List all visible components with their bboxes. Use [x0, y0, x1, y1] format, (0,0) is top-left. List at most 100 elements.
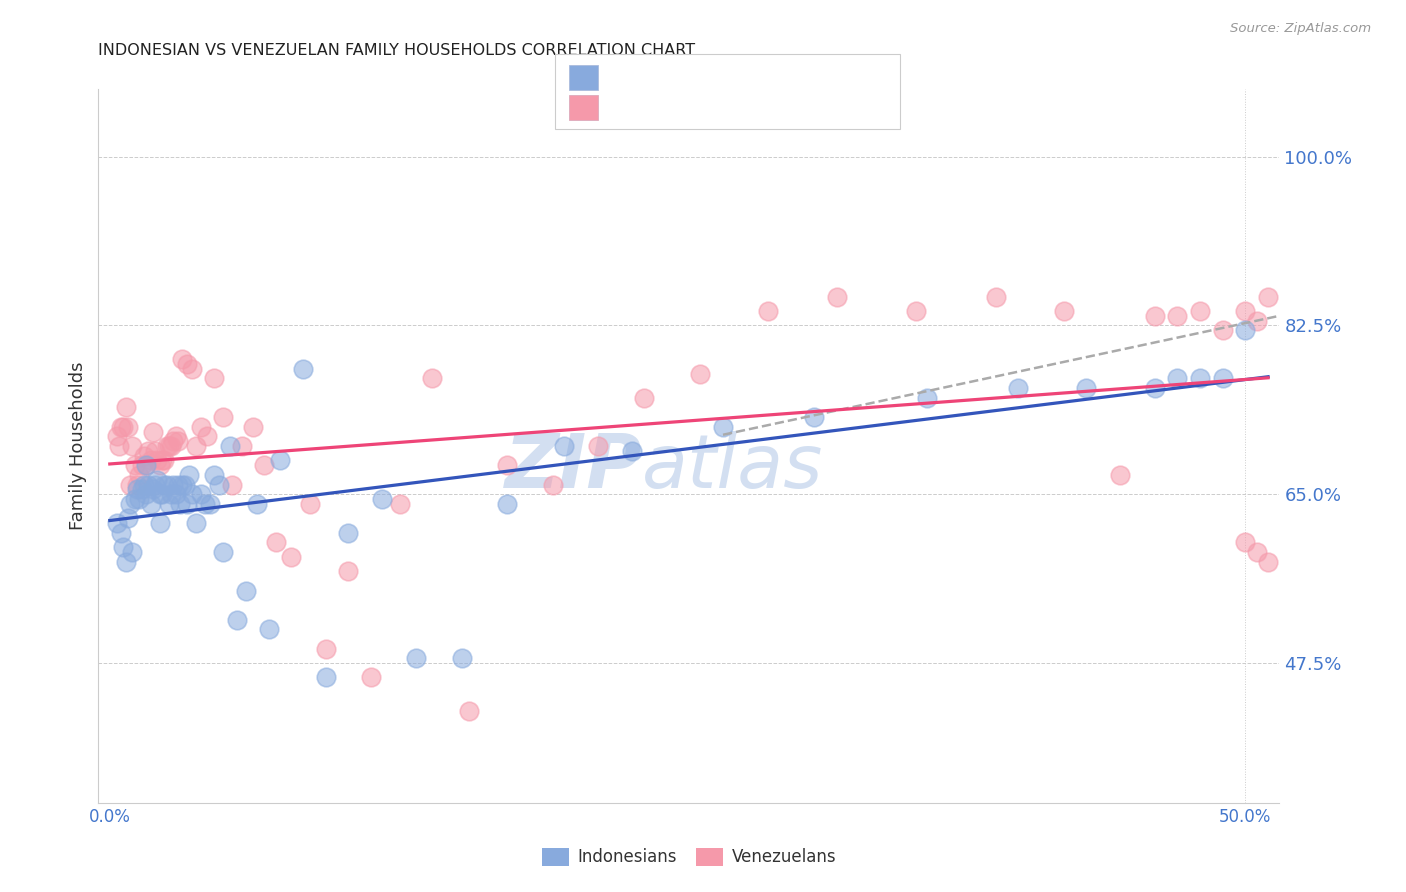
Point — [139, 497, 162, 511]
Point — [117, 419, 139, 434]
Point — [135, 458, 157, 473]
Point — [125, 483, 148, 497]
Point — [208, 477, 231, 491]
Point — [153, 453, 176, 467]
Point — [450, 651, 472, 665]
Text: R = 0.229   N = 70: R = 0.229 N = 70 — [606, 99, 763, 117]
Point — [179, 467, 201, 482]
Point — [143, 443, 166, 458]
Point — [1166, 371, 1188, 385]
Point — [212, 545, 235, 559]
Point — [108, 439, 131, 453]
Point — [172, 477, 194, 491]
Point — [711, 419, 734, 434]
Point — [110, 419, 132, 434]
Point — [184, 516, 207, 530]
Point — [132, 449, 155, 463]
Point — [758, 304, 780, 318]
Point — [157, 497, 180, 511]
Point — [264, 535, 287, 549]
Text: atlas: atlas — [641, 432, 823, 503]
Point — [105, 429, 128, 443]
Point — [112, 541, 135, 555]
Point — [124, 458, 146, 473]
Point — [165, 429, 187, 443]
Point — [633, 391, 655, 405]
Point — [803, 410, 825, 425]
Point — [197, 429, 219, 443]
Point — [149, 487, 172, 501]
Point — [235, 583, 257, 598]
Point — [124, 491, 146, 506]
Point — [1212, 371, 1234, 385]
Point — [155, 477, 177, 491]
Point — [117, 511, 139, 525]
Point — [172, 352, 194, 367]
Point — [226, 613, 249, 627]
Point — [190, 487, 212, 501]
Point — [138, 443, 160, 458]
Point — [135, 458, 157, 473]
Point — [1212, 323, 1234, 337]
Point — [112, 419, 135, 434]
Point — [139, 453, 162, 467]
Point — [128, 467, 150, 482]
Point — [114, 401, 136, 415]
Point — [142, 483, 165, 497]
Point — [984, 289, 1007, 303]
Point — [315, 641, 337, 656]
Point — [198, 497, 221, 511]
Point — [371, 491, 394, 506]
Point — [1246, 313, 1268, 327]
Point — [496, 458, 519, 473]
Point — [142, 425, 165, 439]
Legend: Indonesians, Venezuelans: Indonesians, Venezuelans — [536, 841, 842, 873]
Point — [496, 497, 519, 511]
Point — [1188, 371, 1211, 385]
Point — [291, 362, 314, 376]
Point — [246, 497, 269, 511]
Point — [621, 443, 644, 458]
Point — [269, 453, 291, 467]
Point — [138, 477, 160, 491]
Text: INDONESIAN VS VENEZUELAN FAMILY HOUSEHOLDS CORRELATION CHART: INDONESIAN VS VENEZUELAN FAMILY HOUSEHOL… — [98, 43, 696, 58]
Point — [157, 439, 180, 453]
Point — [135, 487, 157, 501]
Point — [202, 371, 225, 385]
Point — [242, 419, 264, 434]
Point — [825, 289, 848, 303]
Point — [1007, 381, 1029, 395]
Point — [121, 439, 143, 453]
Point — [212, 410, 235, 425]
Point — [1143, 381, 1166, 395]
Point — [253, 458, 276, 473]
Point — [586, 439, 609, 453]
Point — [1053, 304, 1076, 318]
Point — [689, 367, 711, 381]
Point — [160, 439, 183, 453]
Point — [257, 622, 280, 636]
Point — [110, 525, 132, 540]
Point — [337, 525, 360, 540]
Y-axis label: Family Households: Family Households — [69, 362, 87, 530]
Point — [180, 487, 202, 501]
Point — [280, 549, 302, 564]
Point — [917, 391, 939, 405]
Point — [541, 477, 564, 491]
Point — [162, 434, 184, 449]
Point — [221, 477, 243, 491]
Point — [143, 477, 166, 491]
Point — [202, 467, 225, 482]
Point — [360, 670, 382, 684]
Point — [457, 704, 479, 718]
Point — [1188, 304, 1211, 318]
Point — [1076, 381, 1098, 395]
Point — [131, 458, 153, 473]
Point — [1234, 535, 1257, 549]
Point — [132, 477, 155, 491]
Point — [176, 357, 198, 371]
Point — [405, 651, 427, 665]
Point — [298, 497, 321, 511]
Point — [149, 458, 172, 473]
Point — [176, 497, 198, 511]
